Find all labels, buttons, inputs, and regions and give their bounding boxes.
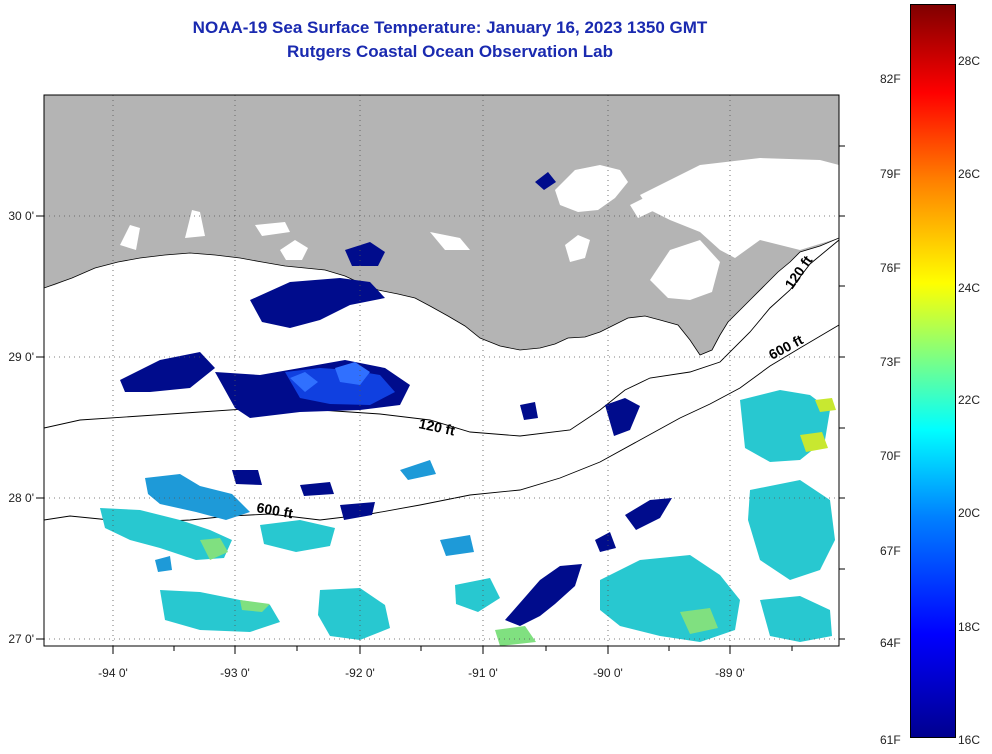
colorbar-f-label: 67F xyxy=(880,544,901,558)
lake xyxy=(565,235,590,262)
lat-label: 29 0' xyxy=(8,350,34,364)
lake xyxy=(185,210,205,238)
lon-label: -91 0' xyxy=(468,666,498,680)
colorbar-f-label: 64F xyxy=(880,636,901,650)
axis-ticks xyxy=(36,145,845,654)
colorbar-c-label: 22C xyxy=(958,393,981,407)
coastline xyxy=(44,237,839,356)
map-frame xyxy=(43,94,840,647)
map-title: NOAA-19 Sea Surface Temperature: January… xyxy=(192,18,708,37)
delta-marsh xyxy=(650,240,720,300)
lat-label: 27 0' xyxy=(8,632,34,646)
lake xyxy=(280,240,308,260)
lon-label: -93 0' xyxy=(220,666,250,680)
lon-label: -94 0' xyxy=(98,666,128,680)
colorbar-c-label: 24C xyxy=(958,281,981,295)
lake xyxy=(430,232,470,250)
colorbar-c-label: 18C xyxy=(958,620,981,634)
lon-label: -89 0' xyxy=(715,666,745,680)
colorbar-f-label: 76F xyxy=(880,261,901,275)
colorbar-f-label: 61F xyxy=(880,733,901,747)
isobath-label: 120 ft xyxy=(417,415,456,438)
lake xyxy=(555,165,628,212)
graticule xyxy=(44,95,839,646)
colorbar-f-label: 82F xyxy=(880,72,901,86)
colorbar-f-label: 79F xyxy=(880,167,901,181)
sst-patches xyxy=(100,172,836,646)
lake xyxy=(255,222,290,236)
colorbar-c-label: 16C xyxy=(958,733,981,747)
temperature-colorbar xyxy=(910,4,956,738)
land-mass xyxy=(44,95,839,355)
coastal-shelf-white xyxy=(640,158,839,258)
colorbar-c-label: 28C xyxy=(958,54,981,68)
colorbar-f-label: 73F xyxy=(880,355,901,369)
colorbar-c-label: 26C xyxy=(958,167,981,181)
lon-label: -90 0' xyxy=(593,666,623,680)
lat-label: 28 0' xyxy=(8,491,34,505)
isobath-label: 600 ft xyxy=(255,499,294,521)
colorbar-f-label: 70F xyxy=(880,449,901,463)
lat-label: 30 0' xyxy=(8,209,34,223)
lake xyxy=(120,225,140,250)
isobath-120ft xyxy=(44,239,839,437)
colorbar-c-label: 20C xyxy=(958,506,981,520)
lon-label: -92 0' xyxy=(345,666,375,680)
map-subtitle: Rutgers Coastal Ocean Observation Lab xyxy=(287,42,613,61)
